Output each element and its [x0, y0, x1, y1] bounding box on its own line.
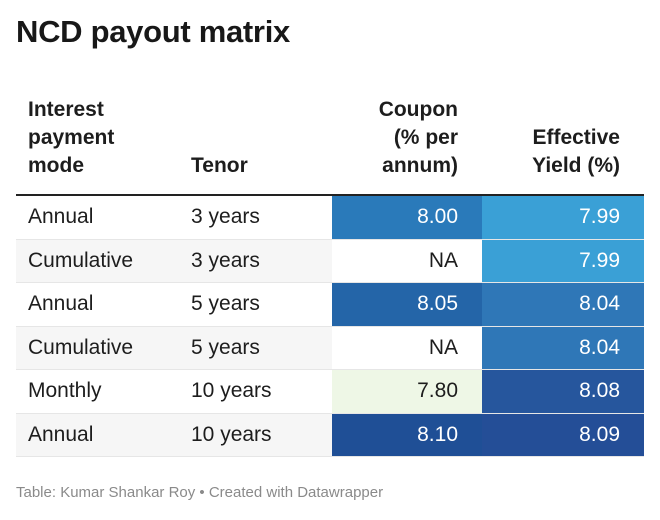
cell-coupon: NA [332, 239, 482, 283]
cell-tenor: 5 years [191, 282, 332, 327]
column-header-yield: Effective Yield (%) [482, 96, 644, 196]
cell-coupon: 8.05 [332, 282, 482, 327]
cell-mode: Cumulative [16, 326, 191, 370]
column-header-coupon: Coupon (% per annum) [332, 96, 482, 196]
table-body: Annual 3 years 8.00 7.99 Cumulative 3 ye… [16, 195, 644, 457]
header-line: (% per [393, 126, 458, 149]
table-row: Annual 10 years 8.10 8.09 [16, 413, 644, 457]
header-line: Interest [28, 98, 104, 121]
table-row: Cumulative 3 years NA 7.99 [16, 239, 644, 283]
cell-yield: 7.99 [482, 239, 644, 283]
table-row: Annual 3 years 8.00 7.99 [16, 195, 644, 240]
header-line: Tenor [191, 154, 248, 177]
cell-coupon: 8.10 [332, 413, 482, 457]
header-line: annum) [382, 154, 458, 177]
header-line: Effective [532, 126, 620, 149]
cell-yield: 7.99 [482, 195, 644, 240]
cell-tenor: 10 years [191, 369, 332, 414]
cell-yield: 8.04 [482, 326, 644, 370]
table-row: Monthly 10 years 7.80 8.08 [16, 369, 644, 414]
cell-tenor: 10 years [191, 413, 332, 457]
column-header-mode: Interest payment mode [16, 96, 191, 196]
payout-table: Interest payment mode Tenor Coupon (% pe… [16, 96, 644, 457]
cell-tenor: 3 years [191, 195, 332, 240]
cell-mode: Monthly [16, 369, 191, 414]
cell-coupon: 8.00 [332, 195, 482, 240]
cell-coupon: 7.80 [332, 369, 482, 414]
cell-mode: Annual [16, 282, 191, 327]
column-header-tenor: Tenor [191, 96, 332, 196]
cell-tenor: 5 years [191, 326, 332, 370]
header-line: Yield (%) [532, 154, 620, 177]
header-line: payment [28, 126, 115, 149]
cell-mode: Annual [16, 413, 191, 457]
cell-mode: Annual [16, 195, 191, 240]
header-line: mode [28, 154, 85, 177]
cell-yield: 8.04 [482, 282, 644, 327]
cell-yield: 8.08 [482, 369, 644, 414]
source-footer: Table: Kumar Shankar Roy • Created with … [16, 484, 384, 501]
cell-coupon: NA [332, 326, 482, 370]
chart-title: NCD payout matrix [16, 14, 290, 49]
table-header: Interest payment mode Tenor Coupon (% pe… [16, 96, 644, 196]
header-line: Coupon [378, 98, 458, 121]
cell-mode: Cumulative [16, 239, 191, 283]
table-row: Cumulative 5 years NA 8.04 [16, 326, 644, 370]
cell-tenor: 3 years [191, 239, 332, 283]
cell-yield: 8.09 [482, 413, 644, 457]
table-row: Annual 5 years 8.05 8.04 [16, 282, 644, 327]
